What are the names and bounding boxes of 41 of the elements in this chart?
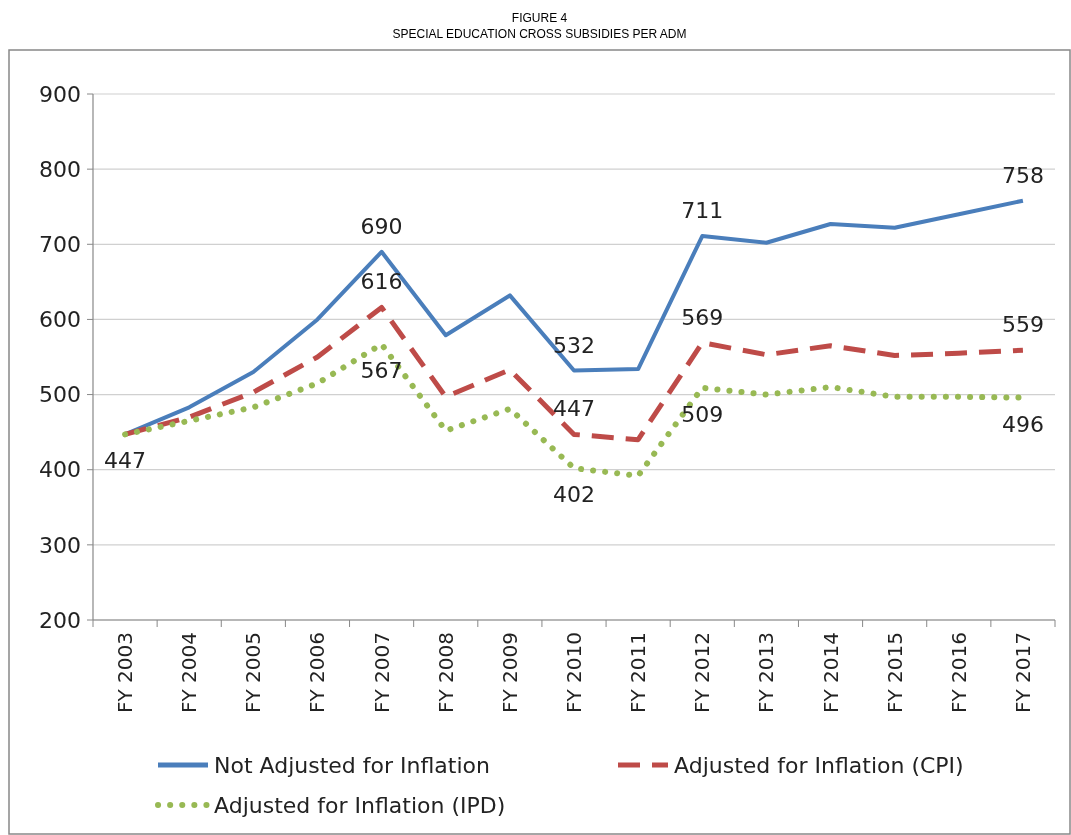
x-tick-label: FY 2016 <box>946 632 971 713</box>
x-tick-label: FY 2010 <box>562 632 586 713</box>
legend-label: Adjusted for Inflation (IPD) <box>214 792 506 818</box>
x-tick-label: FY 2009 <box>497 632 522 713</box>
data-label: 509 <box>681 401 724 427</box>
x-tick-label: FY 2006 <box>305 632 330 713</box>
x-tick-label: FY 2005 <box>241 632 266 713</box>
data-label: 447 <box>104 448 147 474</box>
x-tick-label: FY 2017 <box>1010 632 1035 713</box>
y-tick-label: 900 <box>39 81 81 107</box>
y-tick-label: 400 <box>39 457 81 483</box>
x-tick-label: FY 2003 <box>113 632 138 713</box>
y-tick-label: 600 <box>39 307 81 333</box>
data-label: 616 <box>360 269 403 295</box>
x-tick-label: FY 2004 <box>177 632 202 713</box>
data-label: 496 <box>1001 411 1044 437</box>
data-label: 569 <box>681 304 724 330</box>
y-tick-label: 700 <box>39 231 81 257</box>
y-tick-label: 500 <box>39 382 81 408</box>
y-tick-label: 800 <box>39 156 81 182</box>
data-label: 447 <box>553 396 595 422</box>
x-tick-label: FY 2008 <box>433 632 458 713</box>
legend-label: Adjusted for Inflation (CPI) <box>674 752 964 778</box>
x-tick-label: FY 2012 <box>690 632 715 713</box>
data-label: 567 <box>360 358 403 384</box>
data-label: 402 <box>553 482 595 508</box>
data-label: 711 <box>681 198 724 224</box>
y-tick-label: 200 <box>39 607 81 633</box>
data-label: 559 <box>1001 312 1044 338</box>
x-tick-label: FY 2013 <box>754 632 779 713</box>
data-label: 758 <box>1001 162 1044 188</box>
data-label: 532 <box>553 332 595 358</box>
legend-label: Not Adjusted for Inflation <box>214 752 490 778</box>
data-label: 690 <box>360 213 403 239</box>
y-tick-label: 300 <box>39 532 81 558</box>
x-tick-label: FY 2015 <box>882 632 907 713</box>
chart-subtitle: SPECIAL EDUCATION CROSS SUBSIDIES PER ADM <box>392 27 687 41</box>
x-tick-label: FY 2011 <box>626 632 651 713</box>
chart-title: FIGURE 4 <box>511 11 568 25</box>
x-tick-label: FY 2014 <box>818 632 843 713</box>
x-tick-label: FY 2007 <box>369 632 394 713</box>
